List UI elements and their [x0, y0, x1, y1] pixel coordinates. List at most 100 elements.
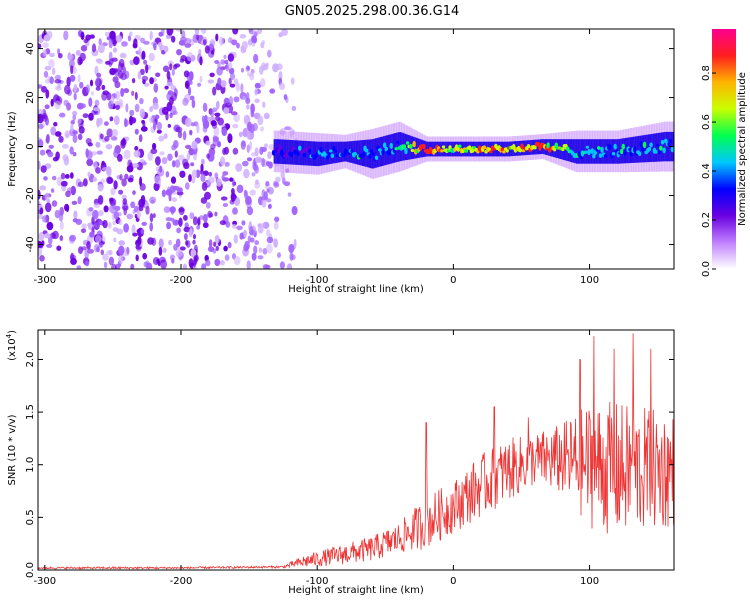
noise-speckle — [149, 77, 155, 85]
noise-speckle — [182, 158, 189, 167]
noise-speckle — [181, 30, 186, 39]
noise-speckle — [228, 67, 235, 75]
noise-speckle — [155, 156, 161, 166]
snr-frame — [37, 329, 675, 571]
band-peak — [404, 147, 408, 155]
band-body — [427, 141, 430, 157]
noise-speckle — [232, 147, 239, 155]
noise-speckle — [113, 237, 117, 243]
noise-speckle — [173, 88, 178, 97]
noise-speckle — [248, 29, 254, 35]
noise-speckle — [166, 70, 171, 80]
noise-speckle — [267, 49, 272, 58]
band-body — [579, 139, 582, 164]
band-peak — [628, 148, 632, 151]
noise-speckle — [286, 263, 293, 269]
noise-speckle — [253, 245, 258, 255]
noise-speckle — [262, 101, 266, 108]
band-body — [342, 141, 345, 162]
noise-speckle — [80, 31, 85, 40]
noise-speckle — [63, 30, 69, 41]
noise-speckle — [265, 114, 270, 119]
noise-speckle — [216, 66, 223, 76]
noise-speckle — [282, 177, 286, 185]
noise-speckle — [42, 42, 49, 48]
noise-speckle — [145, 205, 150, 215]
band-peak — [409, 143, 413, 149]
noise-speckle — [268, 187, 274, 195]
noise-speckle — [84, 249, 90, 259]
noise-speckle — [207, 210, 213, 218]
noise-speckle — [156, 129, 162, 134]
noise-speckle — [46, 243, 53, 248]
noise-speckle — [126, 213, 133, 220]
noise-speckle — [121, 194, 127, 200]
noise-speckle — [214, 112, 221, 117]
band-peak — [654, 149, 658, 154]
noise-speckle — [45, 134, 50, 144]
band-body — [610, 139, 613, 164]
noise-speckle — [169, 112, 173, 119]
snr-x-label: Height of straight line (km) — [288, 585, 424, 596]
noise-speckle — [233, 234, 238, 244]
colorbar-tick-label: 0.4 — [701, 163, 712, 179]
noise-speckle — [132, 232, 138, 237]
snr-y-ticks: 0.0 0.5 1.0 1.5 2.0 — [25, 352, 674, 578]
band-body — [603, 139, 606, 164]
noise-speckle — [101, 160, 105, 166]
noise-speckle — [178, 154, 185, 161]
noise-speckle — [131, 163, 139, 169]
noise-speckle — [88, 173, 95, 183]
band-peak — [440, 149, 444, 153]
noise-speckle — [176, 187, 183, 193]
noise-speckle — [165, 189, 173, 196]
noise-speckle — [250, 152, 257, 157]
noise-speckle — [202, 102, 208, 113]
noise-speckle — [251, 252, 257, 261]
band-peak — [298, 145, 302, 151]
noise-speckle — [205, 140, 211, 146]
band-body — [376, 137, 379, 168]
snr-y-tick-label: 2.0 — [25, 352, 36, 368]
noise-speckle — [130, 201, 136, 209]
noise-speckle — [257, 115, 264, 126]
band-body — [325, 141, 329, 165]
band-body — [608, 139, 611, 164]
band-body — [396, 132, 399, 162]
spectrogram-cells — [38, 29, 674, 269]
noise-speckle — [216, 100, 220, 110]
snr-series-line — [38, 333, 674, 570]
noise-speckle — [50, 126, 57, 136]
noise-speckle — [190, 162, 195, 167]
noise-speckle — [141, 75, 149, 82]
noise-speckle — [85, 84, 91, 94]
noise-speckle — [133, 150, 141, 158]
noise-speckle — [50, 98, 54, 107]
band-body — [657, 132, 660, 162]
noise-speckle — [189, 212, 195, 220]
noise-speckle — [229, 83, 236, 88]
band-body — [389, 134, 392, 164]
noise-speckle — [261, 198, 267, 208]
noise-speckle — [200, 173, 206, 183]
noise-speckle — [204, 45, 210, 54]
noise-speckle — [97, 184, 104, 192]
noise-speckle — [84, 260, 90, 267]
band-body — [365, 139, 368, 167]
noise-speckle — [253, 53, 259, 64]
band-body — [406, 134, 409, 160]
noise-speckle — [250, 237, 255, 243]
noise-speckle — [223, 107, 230, 115]
noise-speckle — [208, 239, 213, 249]
noise-speckle — [144, 82, 150, 87]
noise-speckle — [205, 202, 211, 209]
noise-speckle — [243, 229, 248, 238]
noise-speckle — [255, 179, 259, 185]
noise-speckle — [58, 53, 63, 59]
noise-speckle — [175, 249, 183, 258]
noise-speckle — [85, 150, 93, 160]
noise-speckle — [182, 263, 187, 269]
band-body — [611, 139, 615, 164]
noise-speckle — [174, 159, 181, 168]
noise-speckle — [251, 172, 256, 177]
